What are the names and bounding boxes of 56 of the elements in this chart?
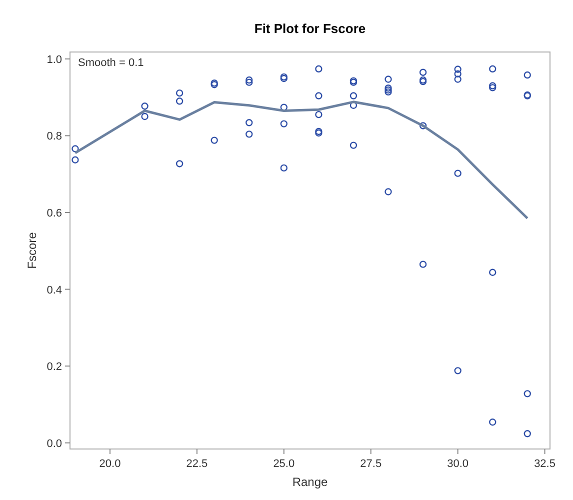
x-tick-label: 32.5 [534, 458, 556, 470]
x-axis-title: Range [292, 475, 328, 489]
point [524, 71, 531, 79]
y-tick-label: 0.4 [46, 284, 62, 296]
x-tick-label: 25.0 [273, 458, 295, 470]
point [489, 84, 496, 92]
point [176, 160, 184, 168]
point [384, 84, 392, 92]
chart-title: Fit Plot for Fscore [254, 21, 366, 36]
point [280, 120, 288, 128]
point [419, 260, 427, 268]
point [384, 86, 392, 94]
point [72, 156, 79, 164]
point [489, 418, 496, 426]
point [141, 112, 148, 120]
point [176, 98, 184, 105]
point [384, 88, 392, 96]
point [489, 268, 496, 276]
point [315, 92, 322, 100]
x-tick-label: 27.5 [360, 458, 382, 470]
x-tick-label: 20.0 [99, 458, 121, 470]
x-tick-label: 22.5 [186, 458, 208, 470]
point [176, 89, 184, 97]
point [246, 78, 253, 86]
point [246, 76, 253, 84]
y-tick-label: 0.8 [46, 130, 62, 143]
y-tick-label: 1.0 [46, 54, 62, 66]
point [489, 82, 496, 90]
point [419, 68, 427, 76]
point [350, 142, 358, 149]
point [454, 170, 462, 177]
point [454, 76, 462, 83]
point [315, 110, 322, 118]
point [246, 119, 253, 126]
point [72, 145, 79, 152]
point [524, 430, 531, 438]
point [141, 102, 148, 110]
point [454, 66, 462, 73]
point [489, 65, 496, 72]
point [384, 76, 392, 83]
y-axis-title: Fscore [25, 232, 39, 269]
point [454, 367, 462, 374]
point [419, 122, 427, 130]
point [384, 188, 392, 196]
x-tick-label: 30.0 [447, 458, 469, 470]
annotation: Smooth = 0.1 [78, 57, 144, 69]
point [315, 65, 322, 72]
y-tick-label: 0.2 [46, 361, 62, 374]
point [210, 136, 218, 144]
y-tick-label: 0.6 [46, 207, 62, 220]
y-tick-label: 0.0 [46, 438, 62, 450]
point [524, 390, 531, 398]
point [454, 70, 462, 78]
point [280, 164, 288, 172]
point [246, 130, 253, 138]
point [350, 92, 358, 100]
